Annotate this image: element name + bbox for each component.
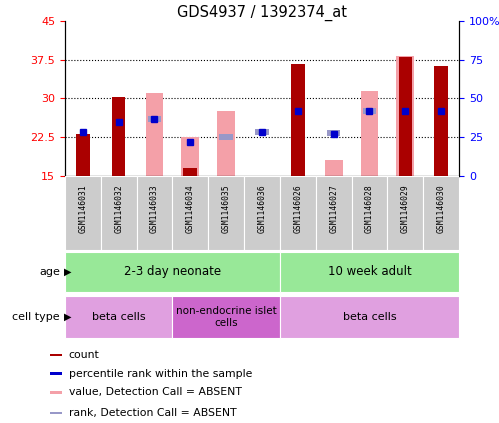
Bar bbox=[50, 354, 62, 357]
Bar bbox=[316, 176, 352, 250]
Bar bbox=[352, 176, 387, 250]
Bar bbox=[423, 176, 459, 250]
Text: GSM1146034: GSM1146034 bbox=[186, 184, 195, 233]
Bar bbox=[148, 116, 161, 122]
Text: percentile rank within the sample: percentile rank within the sample bbox=[69, 368, 252, 379]
Text: beta cells: beta cells bbox=[343, 312, 396, 322]
Bar bbox=[217, 111, 235, 176]
Text: GSM1146036: GSM1146036 bbox=[257, 184, 266, 233]
Bar bbox=[244, 176, 280, 250]
Bar bbox=[112, 97, 125, 176]
Text: ▶: ▶ bbox=[64, 312, 71, 322]
Bar bbox=[184, 168, 197, 176]
Bar bbox=[327, 130, 340, 137]
Bar bbox=[280, 297, 459, 338]
Bar bbox=[172, 297, 280, 338]
Text: ▶: ▶ bbox=[64, 267, 71, 277]
Bar bbox=[50, 373, 62, 374]
Text: GSM1146029: GSM1146029 bbox=[401, 184, 410, 233]
Text: beta cells: beta cells bbox=[92, 312, 145, 322]
Text: count: count bbox=[69, 350, 100, 360]
Bar bbox=[387, 176, 423, 250]
Bar bbox=[137, 176, 172, 250]
Bar bbox=[280, 176, 316, 250]
Bar bbox=[255, 129, 269, 135]
Bar bbox=[172, 176, 208, 250]
Bar bbox=[50, 412, 62, 414]
Bar bbox=[65, 297, 172, 338]
Text: cell type: cell type bbox=[12, 312, 60, 322]
Text: GSM1146035: GSM1146035 bbox=[222, 184, 231, 233]
Bar bbox=[280, 252, 459, 292]
Text: GSM1146028: GSM1146028 bbox=[365, 184, 374, 233]
Text: GSM1146031: GSM1146031 bbox=[78, 184, 87, 233]
Bar bbox=[399, 108, 412, 114]
Text: GSM1146027: GSM1146027 bbox=[329, 184, 338, 233]
Bar bbox=[363, 108, 376, 114]
Bar bbox=[101, 176, 137, 250]
Bar bbox=[361, 91, 378, 176]
Text: 10 week adult: 10 week adult bbox=[328, 265, 411, 278]
Bar bbox=[181, 137, 199, 176]
Bar bbox=[220, 134, 233, 140]
Text: GSM1146030: GSM1146030 bbox=[437, 184, 446, 233]
Bar bbox=[208, 176, 244, 250]
Bar bbox=[399, 57, 412, 176]
Bar bbox=[396, 56, 414, 176]
Bar bbox=[325, 160, 343, 176]
Text: value, Detection Call = ABSENT: value, Detection Call = ABSENT bbox=[69, 387, 242, 398]
Bar bbox=[146, 93, 164, 176]
Bar bbox=[65, 252, 280, 292]
Title: GDS4937 / 1392374_at: GDS4937 / 1392374_at bbox=[177, 5, 347, 21]
Bar bbox=[291, 64, 304, 176]
Bar bbox=[434, 66, 448, 176]
Text: GSM1146026: GSM1146026 bbox=[293, 184, 302, 233]
Text: GSM1146032: GSM1146032 bbox=[114, 184, 123, 233]
Text: non-endocrine islet
cells: non-endocrine islet cells bbox=[176, 306, 276, 328]
Text: GSM1146033: GSM1146033 bbox=[150, 184, 159, 233]
Text: age: age bbox=[39, 267, 60, 277]
Bar bbox=[65, 176, 101, 250]
Bar bbox=[50, 391, 62, 393]
Text: 2-3 day neonate: 2-3 day neonate bbox=[124, 265, 221, 278]
Bar bbox=[76, 135, 90, 176]
Text: rank, Detection Call = ABSENT: rank, Detection Call = ABSENT bbox=[69, 408, 237, 418]
